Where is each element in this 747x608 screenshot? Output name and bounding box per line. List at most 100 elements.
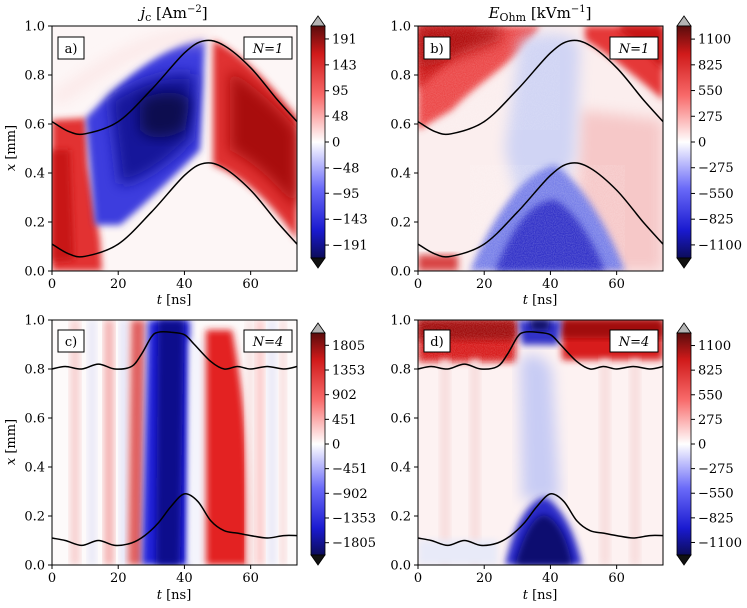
panel-b: b) N=1 [417,25,664,272]
colorbar-c: 1805 1353 902 451 0 −451 −902 −1353 −1805 [310,322,376,566]
colorbar-tick-label: 825 [698,364,723,379]
colorbar-tick-label: 275 [698,110,723,125]
xlabel-b: t [ns] [523,293,558,308]
colorbar-tick-label: −1100 [698,536,742,551]
y-tick-label: 0.0 [24,265,45,280]
svg-text:a): a) [65,42,78,57]
colorbar-tick-label: 1353 [332,364,365,379]
n-label-b: N=1 [609,36,659,60]
boundary-lower-a [52,162,297,258]
colorbar-tick-label: 143 [332,58,357,73]
x-tick-label: 20 [110,571,127,586]
x-tick-label: 60 [608,571,625,586]
y-tick-label: 0.6 [24,412,45,427]
y-tick-label: 0.8 [24,69,45,84]
x-tick-label: 40 [176,277,193,292]
colorbar-tick-label: −275 [698,462,734,477]
panel-c: c) N=4 [51,319,298,566]
colorbar-tick-label: 451 [332,413,357,428]
n-label-d: N=4 [609,329,659,353]
xlabel-c: t [ns] [157,588,192,603]
colorbar-b: 1100 825 550 275 0 −275 −550 −825 −1100 [676,15,742,269]
svg-text:N=4: N=4 [618,335,650,350]
y-tick-label: 0.8 [390,69,411,84]
title-eohm: EOhm [kVm−1] [488,4,592,24]
panel-label-b: b) [423,36,451,60]
x-tick-label: 40 [542,571,559,586]
panel-label-a: a) [57,36,85,60]
x-tick-label: 40 [542,277,559,292]
colorbar-tick-label: 550 [698,388,723,403]
colorbar-tick-label: 48 [332,110,349,125]
y-tick-label: 0.6 [390,412,411,427]
n-label-a: N=1 [243,36,293,60]
boundary-upper-a [52,39,297,136]
colorbar-tick-label: 275 [698,413,723,428]
y-tick-label: 1.0 [24,314,45,329]
boundary-lower-d [418,493,663,547]
x-tick-label: 40 [176,571,193,586]
y-tick-label: 0.8 [390,363,411,378]
x-tick-label: 0 [414,277,422,292]
y-tick-label: 1.0 [390,314,411,329]
colorbar-tick-label: −143 [332,213,368,228]
ylabel-c: x [mm] [4,419,19,465]
y-tick-label: 0.2 [390,216,411,231]
panel-label-c: c) [57,329,85,353]
x-tick-label: 0 [414,571,422,586]
colorbar-tick-label: 1100 [698,33,731,48]
colorbar-tick-label: 0 [332,136,340,151]
colorbar-tick-label: −451 [332,462,368,477]
colorbar-tick-label: 1805 [332,339,365,354]
colorbar-tick-label: −1353 [332,511,376,526]
colorbar-tick-label: −275 [698,161,734,176]
boundary-lower-c [52,493,297,547]
y-tick-label: 0.2 [24,216,45,231]
y-tick-label: 0.0 [390,265,411,280]
svg-text:d): d) [430,335,443,350]
x-tick-label: 20 [476,277,493,292]
heatmap-a [52,26,297,271]
boundary-upper-b [418,39,663,136]
y-tick-label: 0.4 [24,461,45,476]
xlabel-a: t [ns] [157,293,192,308]
x-tick-label: 60 [242,277,259,292]
y-tick-label: 0.2 [390,510,411,525]
y-tick-label: 0.0 [390,559,411,574]
heatmap-b [418,26,663,271]
y-tick-label: 0.0 [24,559,45,574]
x-tick-label: 0 [48,571,56,586]
panel-a: a) N=1 [51,25,298,272]
x-tick-label: 20 [476,571,493,586]
colorbar-a: 191 143 95 48 0 −48 −95 −143 −191 [310,15,368,269]
colorbar-tick-label: 0 [332,438,340,453]
xlabel-d: t [ns] [523,588,558,603]
x-tick-label: 60 [608,277,625,292]
colorbar-tick-label: −1805 [332,536,376,551]
boundary-upper-d [418,331,663,370]
y-tick-label: 1.0 [24,20,45,35]
colorbar-tick-label: 0 [698,438,706,453]
y-tick-label: 0.4 [390,167,411,182]
y-tick-label: 0.4 [24,167,45,182]
colorbar-tick-label: −95 [332,187,359,202]
panel-label-d: d) [423,329,451,353]
y-tick-label: 0.6 [390,118,411,133]
y-tick-label: 0.6 [24,118,45,133]
boundary-upper-c [52,331,297,370]
x-tick-label: 0 [48,277,56,292]
colorbar-tick-label: 825 [698,58,723,73]
colorbar-tick-label: 1100 [698,339,731,354]
title-jc: jc [Am−2] [137,4,207,24]
heatmap-c [52,320,297,565]
colorbar-tick-label: 0 [698,136,706,151]
colorbar-tick-label: −825 [698,511,734,526]
y-tick-label: 0.2 [24,510,45,525]
panel-d: d) N=4 [417,319,664,566]
colorbar-tick-label: −191 [332,239,368,254]
svg-text:N=4: N=4 [252,335,284,350]
colorbar-tick-label: −825 [698,213,734,228]
colorbar-tick-label: −48 [332,161,359,176]
y-tick-label: 1.0 [390,20,411,35]
boundary-lower-b [418,162,663,258]
